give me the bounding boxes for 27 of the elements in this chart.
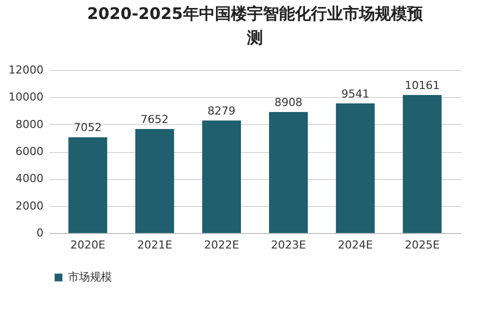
bar xyxy=(202,120,241,233)
data-label: 9541 xyxy=(341,87,370,100)
y-tick-label: 8000 xyxy=(16,118,44,131)
legend-label: 市场规模 xyxy=(68,270,112,284)
data-label: 8279 xyxy=(208,104,236,118)
y-tick-label: 12000 xyxy=(8,64,44,76)
data-label: 10161 xyxy=(404,78,440,92)
bar xyxy=(135,129,174,233)
data-label: 7052 xyxy=(74,121,102,134)
x-tick-label: 2024E xyxy=(338,238,373,252)
bar xyxy=(269,112,308,233)
bar xyxy=(336,103,375,233)
y-tick-label: 6000 xyxy=(16,145,44,158)
y-tick-label: 10000 xyxy=(8,90,44,104)
x-tick-label: 2025E xyxy=(404,238,440,252)
y-tick-label: 2000 xyxy=(16,199,44,212)
y-tick-label: 0 xyxy=(36,226,44,240)
x-tick-label: 2021E xyxy=(137,238,172,252)
x-tick-label: 2020E xyxy=(70,238,106,252)
bar xyxy=(68,137,108,233)
chart-title: 2020-2025年中国楼宇智能化行业市场规模预测 xyxy=(87,4,424,47)
y-tick-label: 4000 xyxy=(16,172,44,186)
bar xyxy=(402,94,442,233)
x-tick-label: 2022E xyxy=(204,238,240,252)
x-tick-label: 2023E xyxy=(270,238,306,252)
data-label: 7652 xyxy=(140,113,169,126)
data-label: 8908 xyxy=(274,96,302,109)
